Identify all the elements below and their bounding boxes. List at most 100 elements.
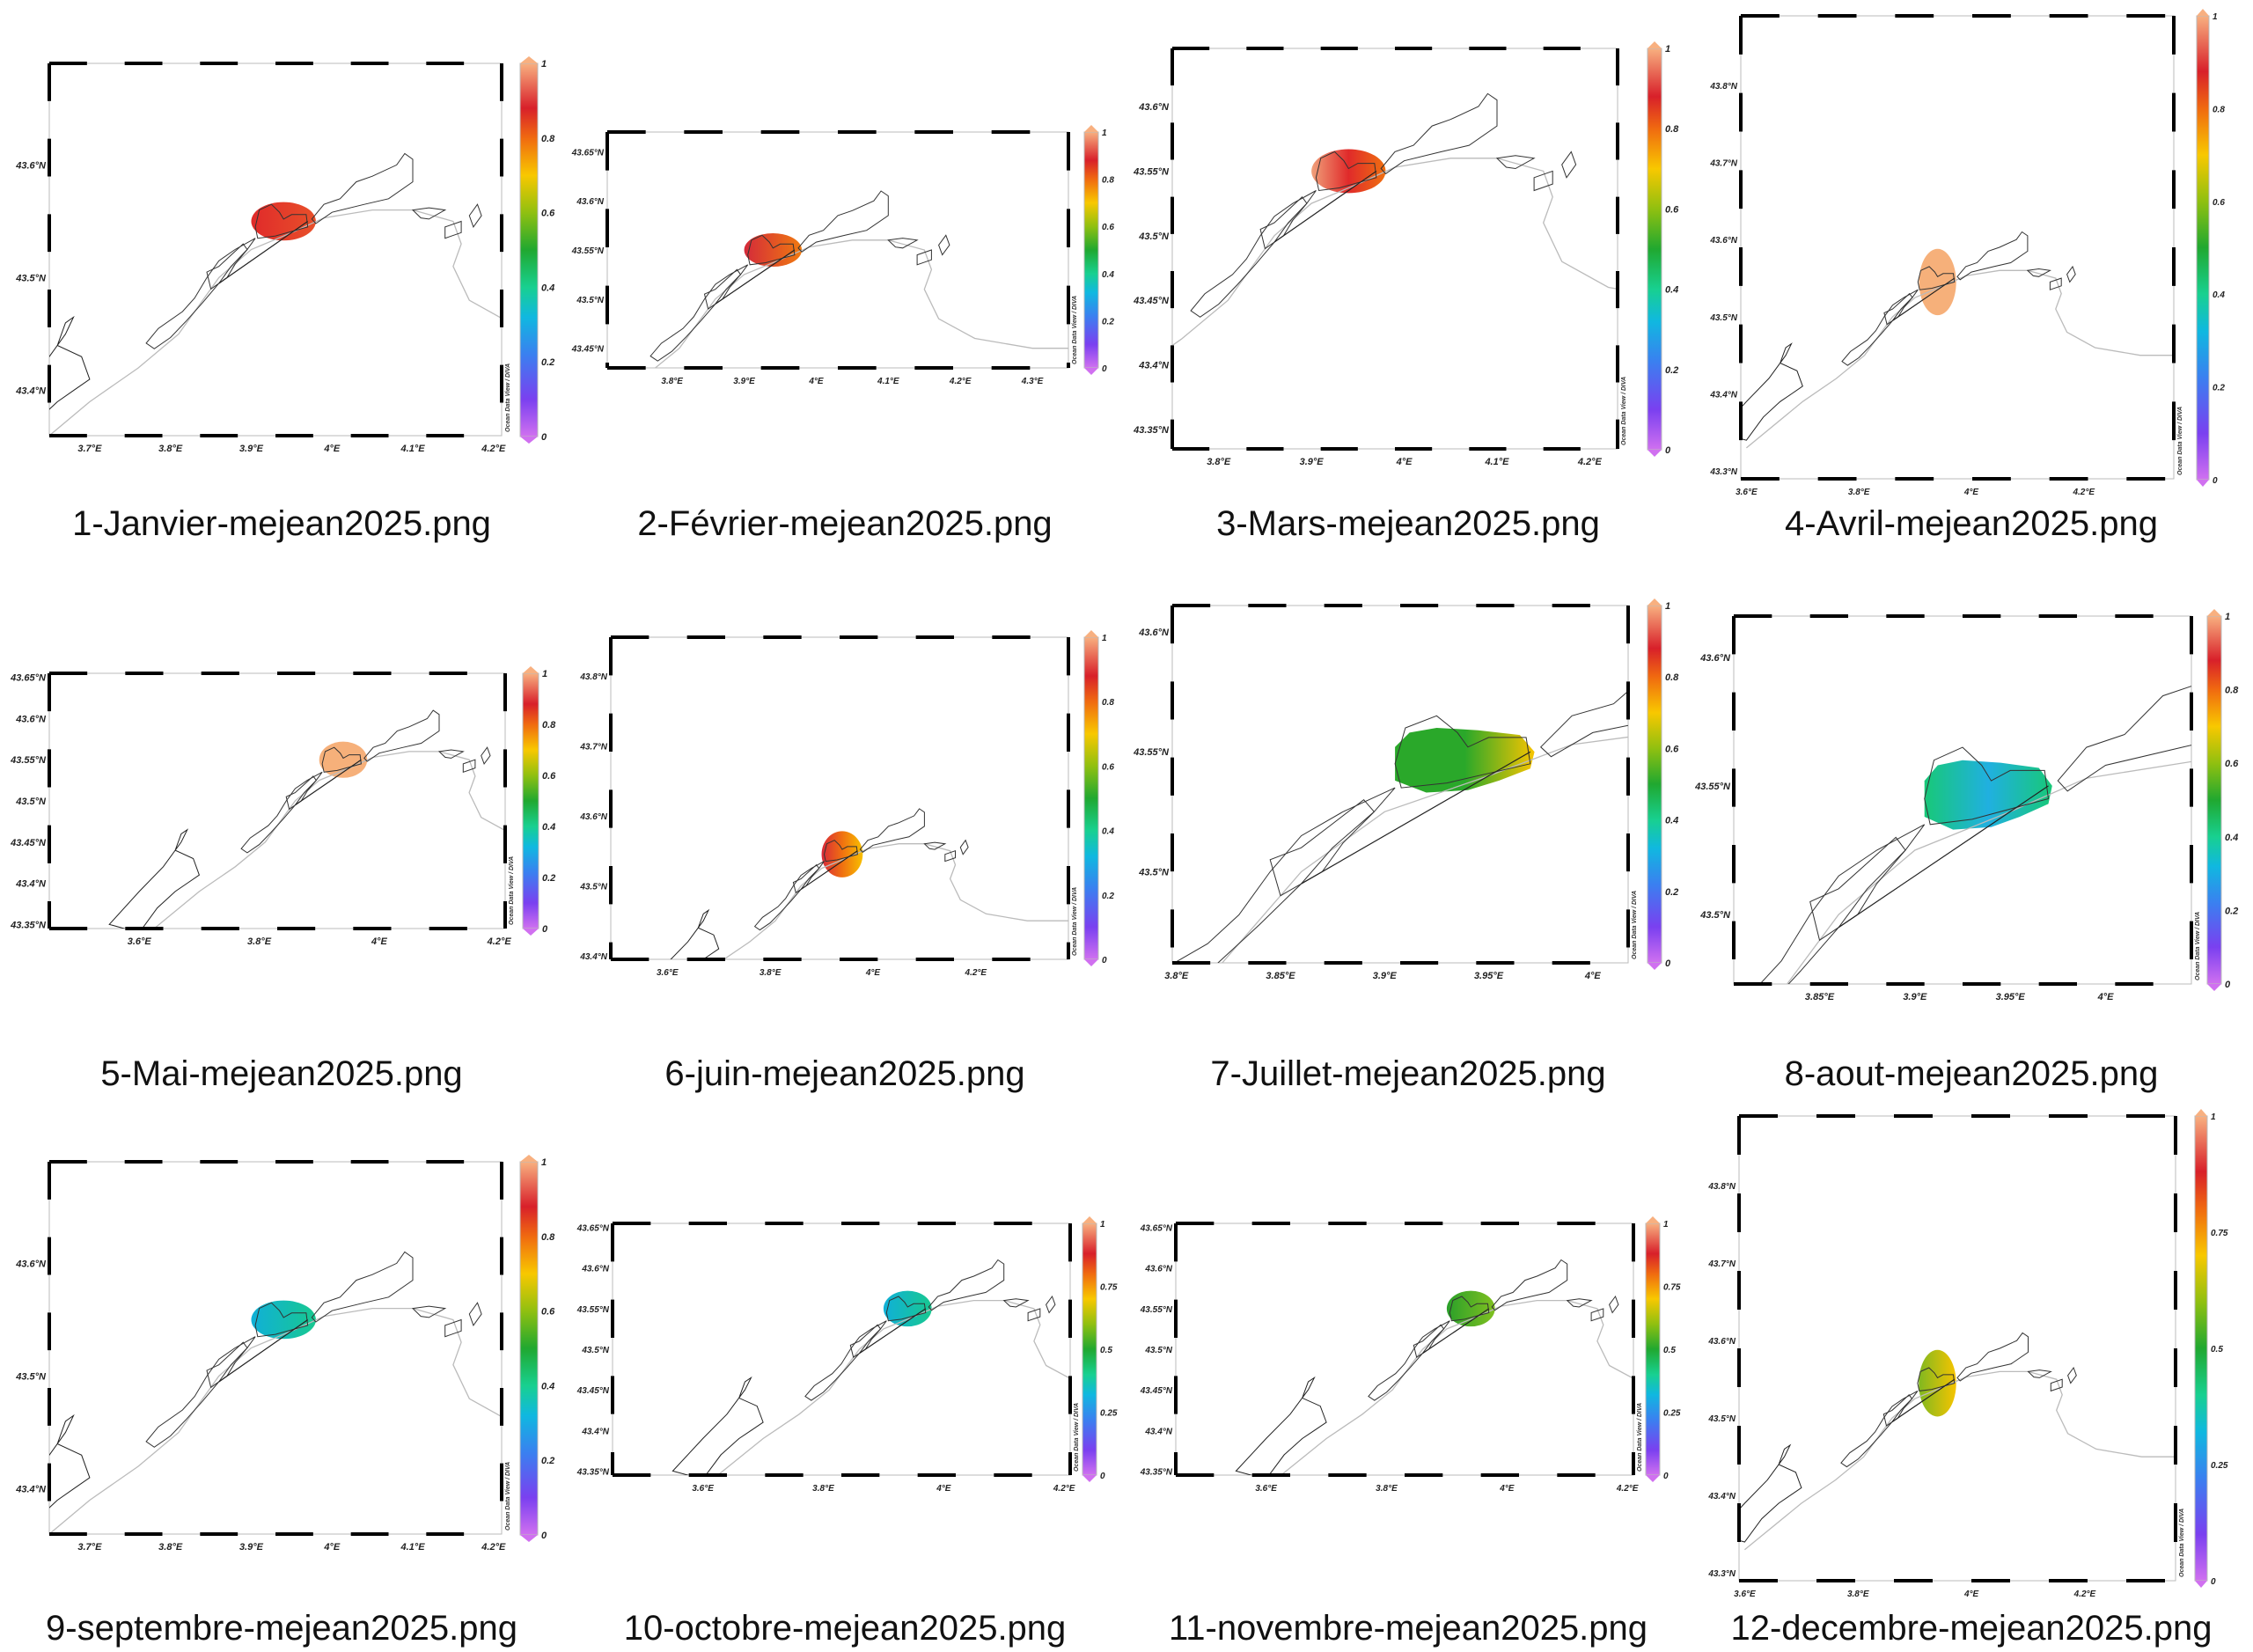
canal-line xyxy=(1838,785,2049,929)
colorbar-tick-label: 0.75 xyxy=(2211,1229,2228,1238)
concentration-blob xyxy=(1919,1349,1956,1417)
y-tick-label: 43.65°N xyxy=(571,148,605,158)
colorbar-tick-label: 1 xyxy=(2213,12,2218,22)
lagoon-outline xyxy=(311,152,414,224)
lagoon-outline xyxy=(1956,1332,2029,1382)
canal-line xyxy=(295,759,362,806)
canal-line xyxy=(1273,170,1377,243)
y-tick-label: 43.5°N xyxy=(15,797,47,807)
thau-lagoon xyxy=(1235,1376,1327,1475)
concentration-blob xyxy=(1311,149,1386,194)
concentration-blob xyxy=(1395,728,1535,793)
credit-label: Ocean Data View / DIVA xyxy=(505,363,511,432)
canal-line xyxy=(715,249,796,305)
x-tick-label: 3.8°E xyxy=(760,968,782,978)
pond-outline xyxy=(923,841,947,850)
shoreline xyxy=(1280,1299,1633,1475)
x-tick-label: 4°E xyxy=(323,1542,341,1553)
x-tick-label: 3.8°E xyxy=(1847,1590,1869,1599)
credit-label: Ocean Data View / DIVA xyxy=(1637,1403,1643,1472)
x-tick-label: 4.1°E xyxy=(877,377,899,386)
panel-caption: 11-novembre-mejean2025.png xyxy=(1168,1609,1648,1648)
lagoon-outline xyxy=(254,1302,309,1338)
x-tick-label: 3.6°E xyxy=(657,968,679,978)
pond-outline xyxy=(1590,1308,1604,1322)
lagoon-outline xyxy=(1539,690,1628,758)
canal-line xyxy=(218,220,309,284)
pond-outline xyxy=(411,207,447,220)
pond-outline xyxy=(916,249,932,266)
colorbar-max-arrow xyxy=(1082,1216,1097,1223)
x-tick-label: 4.1°E xyxy=(400,1542,426,1553)
x-tick-label: 4.2°E xyxy=(1053,1484,1075,1494)
concentration-blob xyxy=(251,1300,316,1340)
colorbar-tick-label: 0.2 xyxy=(542,873,555,884)
x-tick-label: 3.9°E xyxy=(239,1542,264,1553)
y-tick-label: 43.6°N xyxy=(1138,628,1170,638)
x-tick-label: 4.3°E xyxy=(1021,377,1044,386)
y-tick-label: 43.6°N xyxy=(15,160,47,171)
y-tick-label: 43.55°N xyxy=(1140,1305,1173,1315)
x-tick-label: 3.7°E xyxy=(77,444,102,454)
lagoon-outline xyxy=(1269,799,1376,897)
colorbar-tick-label: 0.8 xyxy=(1665,672,1679,683)
x-tick-label: 3.8°E xyxy=(1164,971,1189,981)
map-frame xyxy=(1171,48,1618,450)
lagoon-outline xyxy=(1917,266,1956,290)
y-tick-label: 43.6°N xyxy=(1709,236,1737,246)
pond-outline xyxy=(2050,1378,2063,1392)
y-tick-label: 43.6°N xyxy=(579,812,607,822)
colorbar-tick-label: 0 xyxy=(1102,364,1107,374)
colorbar-tick-label: 0.4 xyxy=(1665,816,1678,826)
colorbar-tick-label: 0.4 xyxy=(1102,827,1114,837)
map-frame xyxy=(1738,1115,2176,1582)
lagoon-outline xyxy=(747,234,796,266)
lagoon-outline xyxy=(2057,686,2191,792)
x-tick-label: 3.9°E xyxy=(733,377,755,386)
canal-line xyxy=(218,1318,309,1383)
colorbar-max-arrow xyxy=(1084,630,1098,637)
y-tick-label: 43.6°N xyxy=(15,714,47,724)
x-tick-label: 4.2°E xyxy=(1577,457,1603,467)
lagoon-outline xyxy=(321,746,362,773)
pond-outline xyxy=(1609,1295,1619,1314)
concentration-blob xyxy=(1924,760,2052,830)
lagoon-outline xyxy=(1394,715,1531,789)
map-frame xyxy=(48,62,503,437)
pond-outline xyxy=(1046,1295,1056,1314)
panel-caption: 7-Juillet-mejean2025.png xyxy=(1210,1054,1606,1093)
colorbar-max-arrow xyxy=(1646,1216,1660,1223)
pond-outline xyxy=(1566,1298,1593,1308)
y-tick-label: 43.65°N xyxy=(10,673,47,684)
pond-outline xyxy=(481,746,491,765)
colorbar-tick-label: 0.6 xyxy=(1102,762,1114,772)
colorbar-tick-label: 0.5 xyxy=(1663,1346,1676,1355)
x-tick-label: 4°E xyxy=(1963,488,1979,497)
map-frame xyxy=(610,636,1069,960)
lagoon-outline xyxy=(311,1251,414,1323)
lagoon-outline xyxy=(1882,1394,1913,1427)
credit-label: Ocean Data View / DIVA xyxy=(509,856,515,925)
y-tick-label: 43.4°N xyxy=(1709,391,1737,400)
credit-label: Ocean Data View / DIVA xyxy=(1074,1403,1080,1472)
concentration-blob xyxy=(744,233,803,267)
y-tick-label: 43.55°N xyxy=(1694,782,1731,792)
y-tick-label: 43.3°N xyxy=(1707,1569,1736,1579)
x-tick-label: 3.6°E xyxy=(1736,488,1758,497)
colorbar-max-arrow xyxy=(520,56,538,63)
x-tick-label: 3.85°E xyxy=(1266,971,1295,981)
shoreline xyxy=(49,1307,502,1534)
y-tick-label: 43.55°N xyxy=(576,1305,610,1315)
map-frame xyxy=(1740,15,2175,480)
lagoon-outline xyxy=(1380,92,1498,175)
pond-outline xyxy=(944,850,956,863)
y-tick-label: 43.7°N xyxy=(579,742,607,752)
colorbar-tick-label: 0.2 xyxy=(541,1456,554,1466)
concentration-blob xyxy=(1919,248,1956,316)
